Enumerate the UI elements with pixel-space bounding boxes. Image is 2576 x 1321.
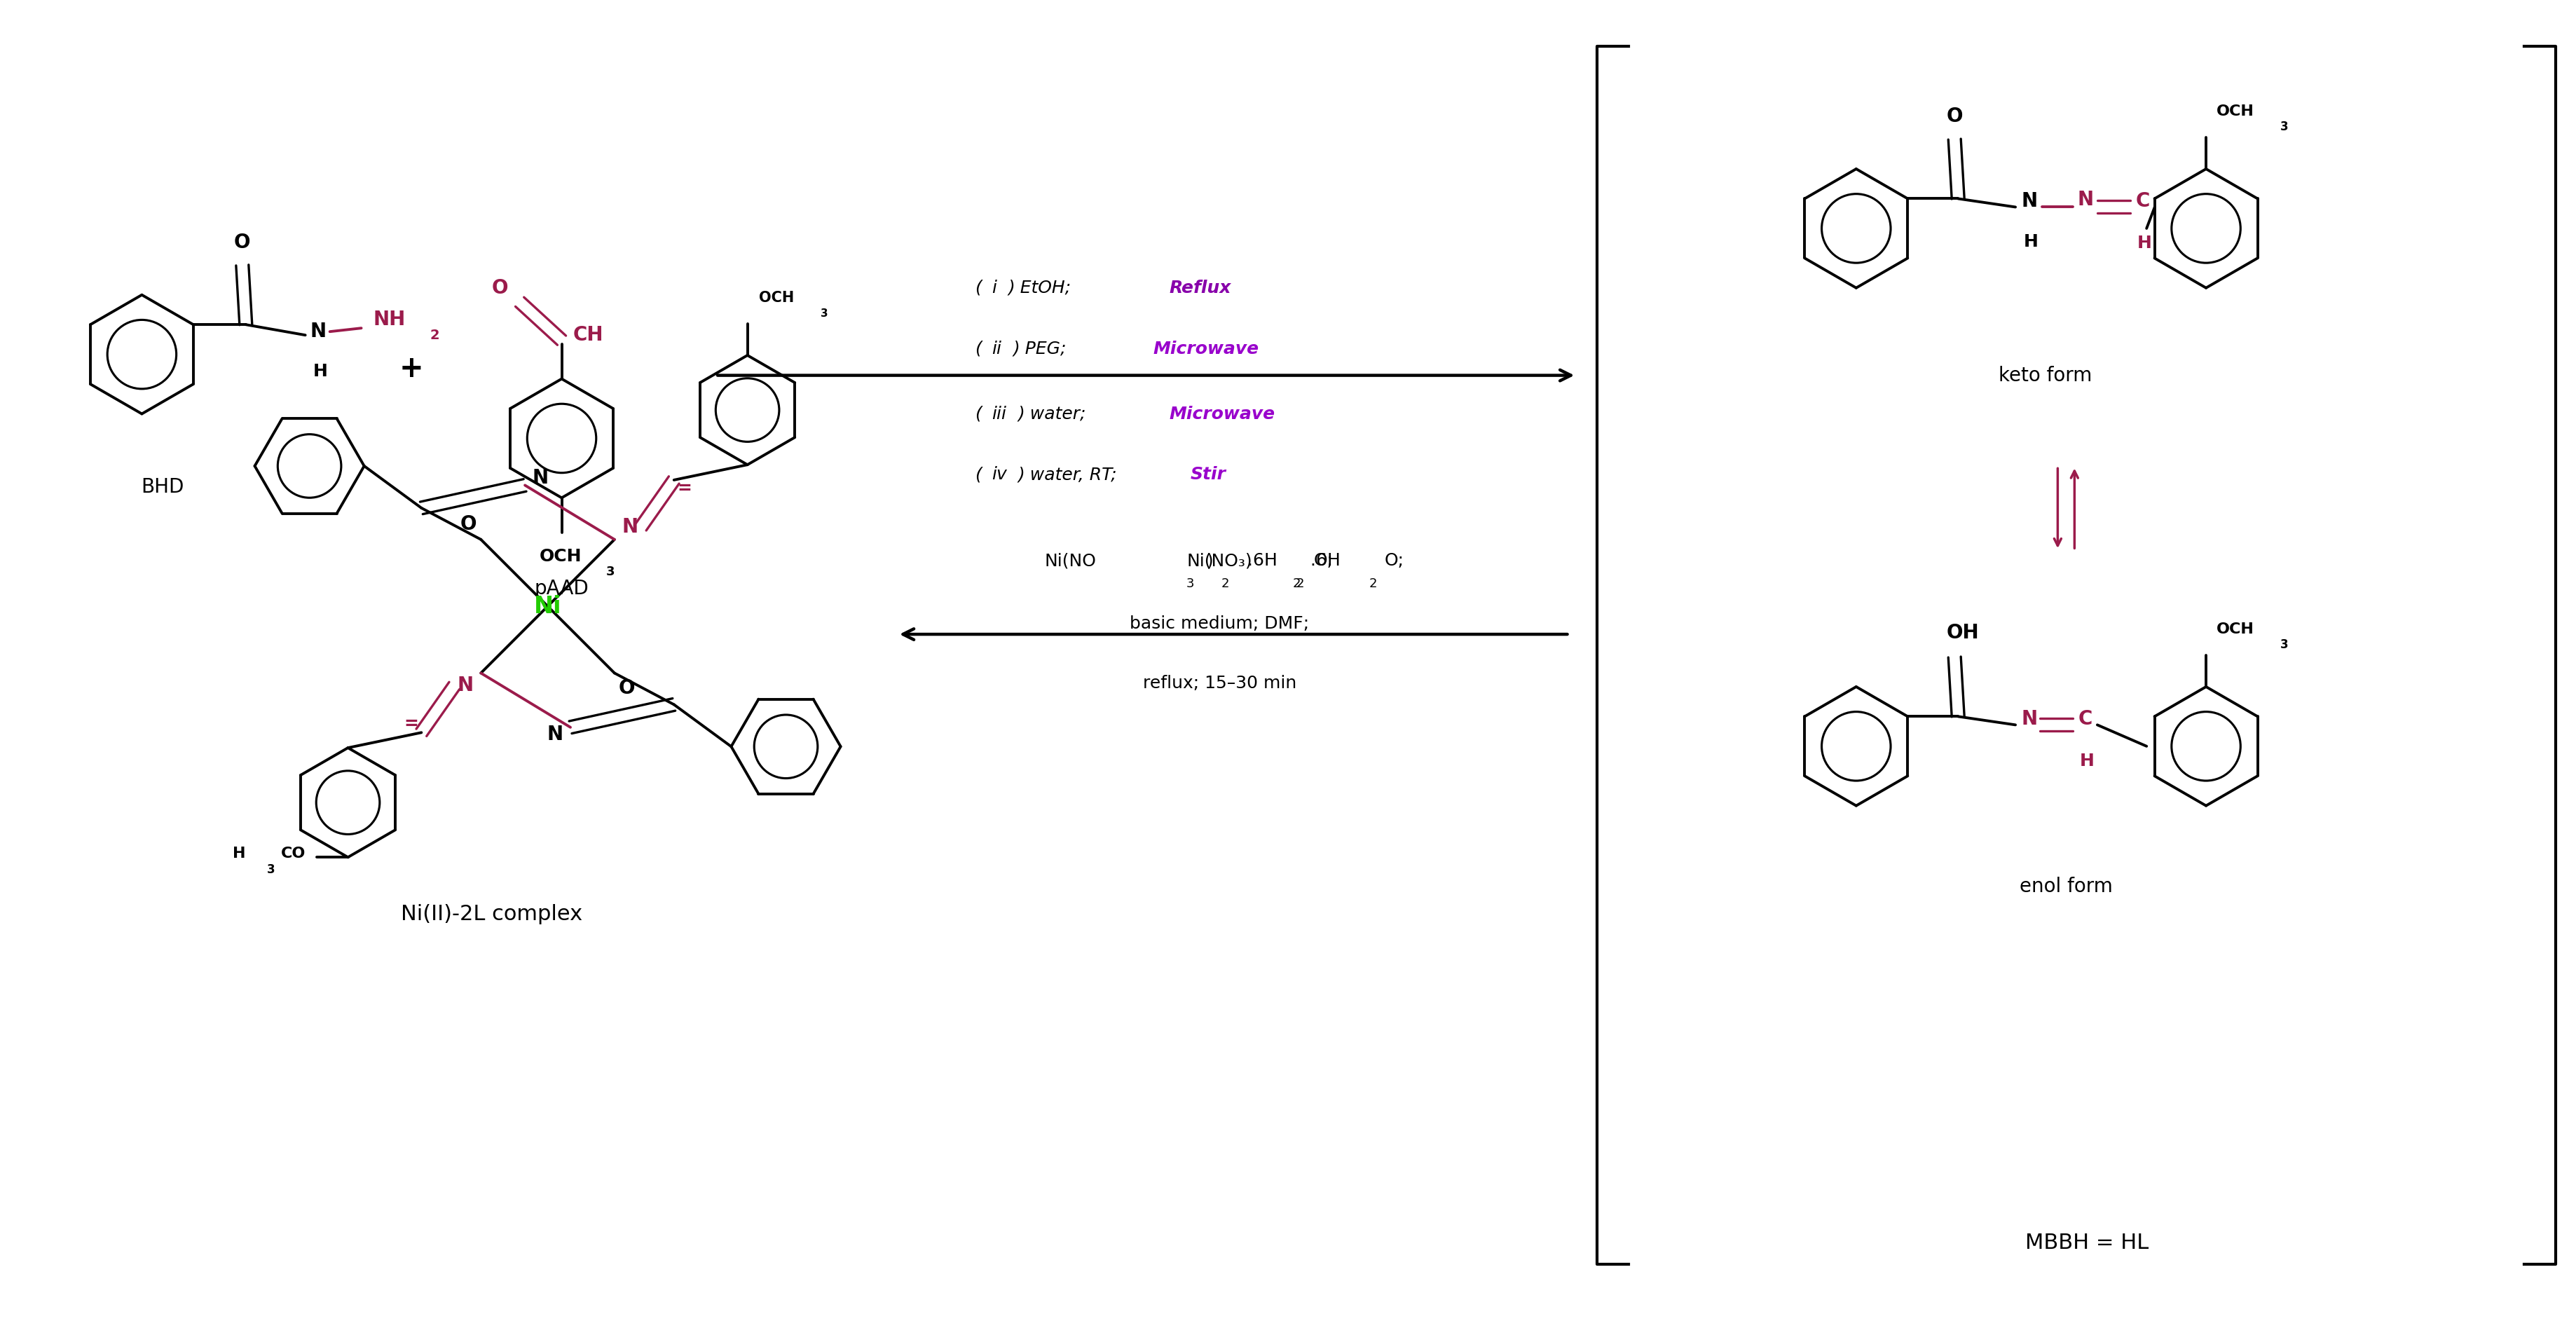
Text: Ni(NO: Ni(NO bbox=[1043, 552, 1097, 569]
Text: O: O bbox=[461, 514, 477, 534]
Text: CO: CO bbox=[281, 847, 307, 861]
Text: Ni: Ni bbox=[533, 594, 562, 618]
Text: N: N bbox=[2022, 709, 2038, 729]
Text: N: N bbox=[533, 469, 549, 487]
Text: Microwave: Microwave bbox=[1154, 341, 1260, 357]
Text: N: N bbox=[621, 517, 639, 536]
Text: 2: 2 bbox=[1293, 577, 1301, 590]
Text: BHD: BHD bbox=[142, 477, 185, 497]
Text: .6H: .6H bbox=[1242, 552, 1278, 569]
Text: =: = bbox=[677, 480, 693, 497]
Text: ) EtOH;: ) EtOH; bbox=[1007, 280, 1077, 296]
Text: H: H bbox=[232, 847, 245, 861]
Text: NH: NH bbox=[374, 310, 404, 329]
Text: N: N bbox=[459, 676, 474, 695]
Text: reflux; 15–30 min: reflux; 15–30 min bbox=[1144, 675, 1296, 692]
Text: Stir: Stir bbox=[1190, 466, 1226, 483]
Text: MBBH = HL: MBBH = HL bbox=[2025, 1232, 2148, 1254]
Text: 3: 3 bbox=[605, 565, 616, 579]
Text: C: C bbox=[2136, 192, 2151, 211]
Text: iv: iv bbox=[992, 466, 1007, 483]
Text: O: O bbox=[234, 232, 250, 252]
Text: ii: ii bbox=[992, 341, 1002, 357]
Text: N: N bbox=[309, 322, 327, 341]
Text: ) PEG;: ) PEG; bbox=[1012, 341, 1072, 357]
Text: (: ( bbox=[974, 341, 981, 357]
Text: OCH: OCH bbox=[760, 291, 793, 305]
Text: (: ( bbox=[974, 406, 981, 423]
Text: (: ( bbox=[974, 466, 981, 483]
Text: ): ) bbox=[1206, 552, 1213, 569]
Text: iii: iii bbox=[992, 406, 1007, 423]
Text: O: O bbox=[492, 277, 507, 297]
Text: ) water, RT;: ) water, RT; bbox=[1018, 466, 1123, 483]
Text: =: = bbox=[404, 716, 417, 733]
Text: OH: OH bbox=[1947, 622, 1978, 642]
Text: 2: 2 bbox=[1370, 577, 1378, 590]
Text: OCH: OCH bbox=[2215, 104, 2254, 119]
Text: H: H bbox=[2025, 234, 2038, 251]
Text: OCH: OCH bbox=[2215, 622, 2254, 637]
Text: 2: 2 bbox=[1296, 577, 1303, 590]
Text: N: N bbox=[2022, 192, 2038, 211]
Text: 3: 3 bbox=[2280, 638, 2287, 651]
Text: i: i bbox=[992, 280, 997, 296]
Text: +: + bbox=[399, 354, 422, 383]
Text: H: H bbox=[2079, 753, 2094, 770]
Text: (: ( bbox=[974, 280, 981, 296]
Text: ) water;: ) water; bbox=[1018, 406, 1092, 423]
Text: Microwave: Microwave bbox=[1170, 406, 1275, 423]
Text: 3: 3 bbox=[1185, 577, 1193, 590]
Text: 3: 3 bbox=[822, 308, 827, 318]
Text: C: C bbox=[2079, 709, 2092, 729]
Text: Ni(II)-2L complex: Ni(II)-2L complex bbox=[402, 904, 582, 925]
Text: Reflux: Reflux bbox=[1170, 280, 1231, 296]
Text: 3: 3 bbox=[268, 864, 276, 876]
Text: O;: O; bbox=[1383, 552, 1404, 569]
Text: Ni(NO₃): Ni(NO₃) bbox=[1188, 552, 1252, 569]
Text: 3: 3 bbox=[2280, 120, 2287, 133]
Text: 2: 2 bbox=[1221, 577, 1229, 590]
Text: 2: 2 bbox=[430, 329, 440, 342]
Text: CH: CH bbox=[572, 325, 603, 345]
Text: pAAD: pAAD bbox=[533, 579, 590, 598]
Text: O;: O; bbox=[1314, 552, 1334, 569]
Text: N: N bbox=[2076, 190, 2094, 210]
Text: O: O bbox=[1947, 106, 1963, 125]
Text: keto form: keto form bbox=[1999, 366, 2092, 386]
Text: O: O bbox=[618, 679, 636, 699]
Text: H: H bbox=[2138, 235, 2151, 252]
Text: H: H bbox=[314, 363, 327, 380]
Text: .6H: .6H bbox=[1306, 552, 1342, 569]
Text: basic medium; DMF;: basic medium; DMF; bbox=[1131, 616, 1309, 633]
Text: N: N bbox=[546, 724, 564, 744]
Text: OCH: OCH bbox=[538, 548, 582, 565]
Text: enol form: enol form bbox=[2020, 876, 2112, 896]
